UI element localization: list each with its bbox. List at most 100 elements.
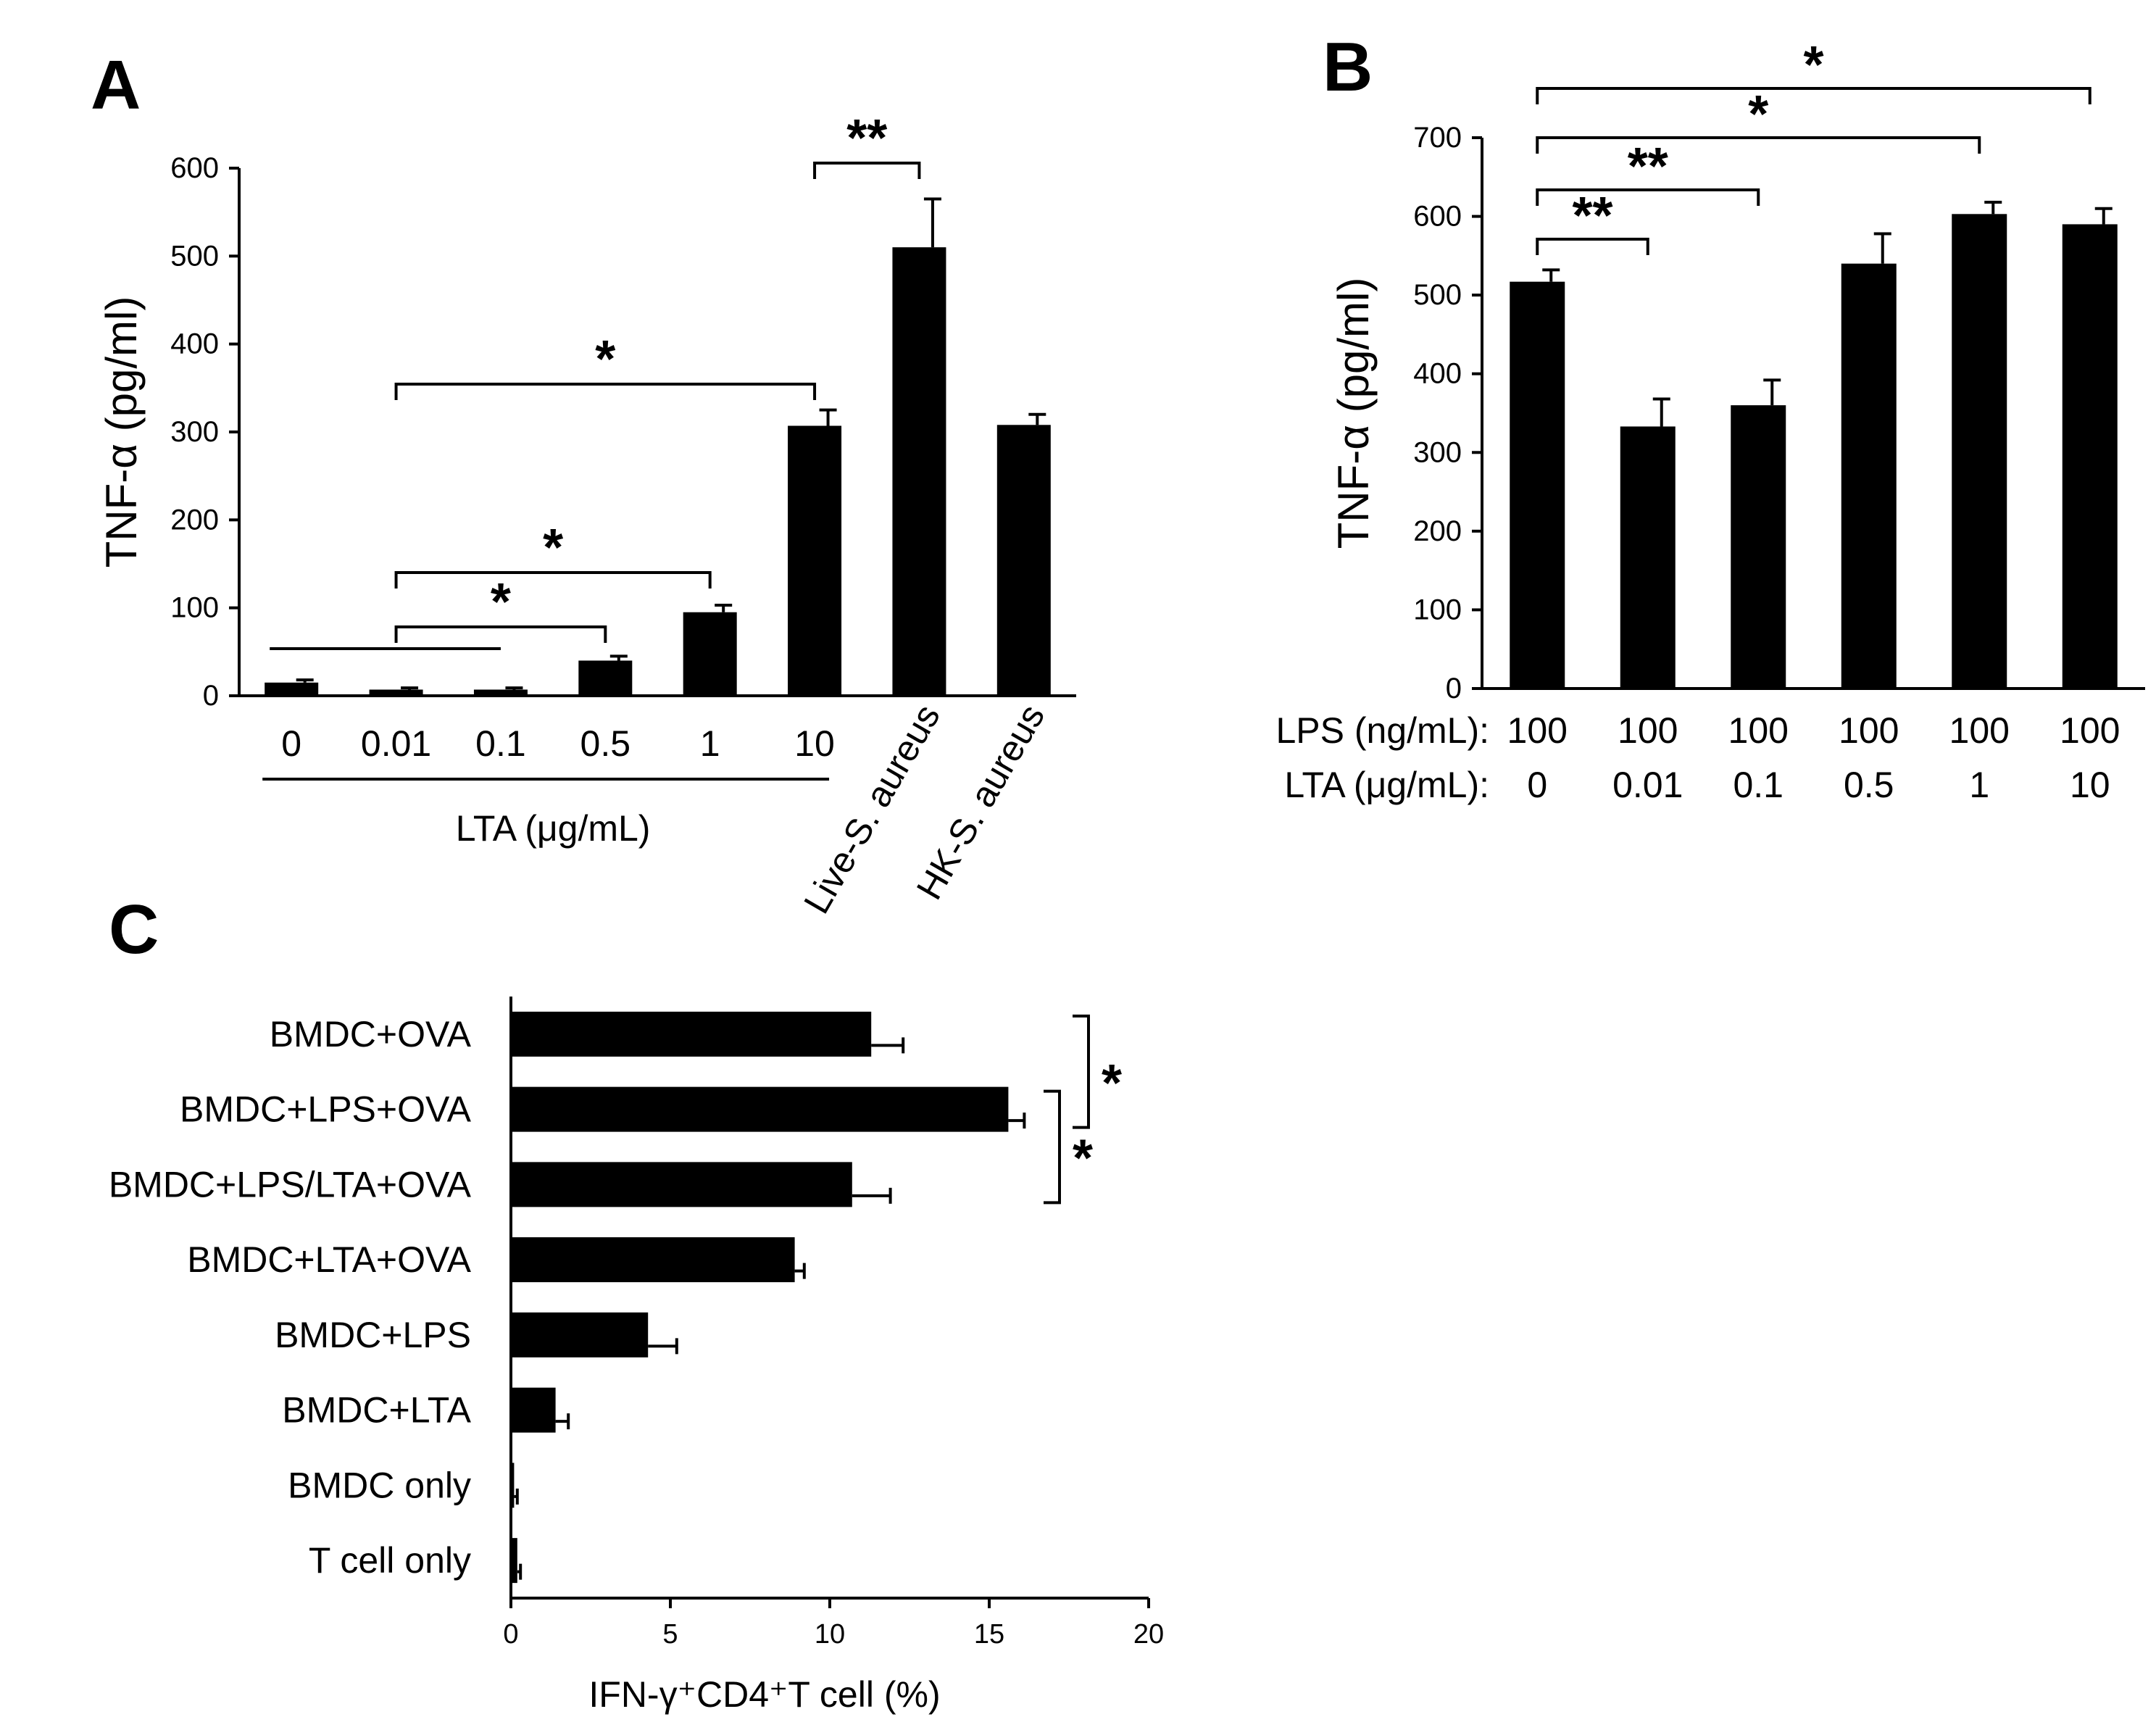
x-tick-label: 10 — [815, 1619, 845, 1650]
y-tick-label: 300 — [1413, 436, 1462, 468]
x-category-label: 0.5 — [580, 723, 631, 764]
significance-bracket — [394, 625, 607, 643]
x-category-label: 10 — [794, 723, 835, 764]
category-label: BMDC+LPS — [275, 1315, 471, 1355]
category-label: BMDC+LPS+OVA — [180, 1089, 472, 1130]
significance-label: ** — [846, 109, 887, 167]
lps-value: 100 — [2060, 710, 2120, 751]
lta-value: 0 — [1527, 765, 1547, 805]
y-tick-label: 300 — [170, 416, 219, 448]
panel-label-c: C — [109, 891, 159, 968]
bar — [1510, 281, 1565, 689]
bar — [265, 682, 319, 696]
category-label: BMDC+LTA+OVA — [187, 1239, 471, 1280]
lta-row-label: LTA (μg/mL): — [1284, 765, 1489, 805]
lps-row-label: LPS (ng/mL): — [1275, 710, 1489, 751]
lps-value: 100 — [1839, 710, 1899, 751]
significance-bracket — [813, 162, 921, 179]
significance-bracket — [1044, 1089, 1061, 1205]
bar — [511, 1086, 1009, 1132]
bar — [511, 1312, 649, 1357]
panel-label-b: B — [1323, 28, 1373, 106]
bar — [1620, 426, 1676, 689]
significance-bracket — [394, 571, 712, 589]
bar — [511, 1387, 556, 1433]
bar — [683, 612, 737, 696]
category-label: BMDC+LTA — [282, 1390, 471, 1431]
x-tick-label: 15 — [974, 1619, 1004, 1650]
bar — [578, 660, 633, 696]
lta-group-label: LTA (μg/mL) — [456, 808, 651, 849]
bar — [369, 689, 423, 696]
x-tick-label: 20 — [1133, 1619, 1164, 1650]
significance-label: * — [1803, 36, 1823, 94]
significance-label: * — [1073, 1130, 1093, 1188]
bar — [1841, 263, 1897, 689]
x-category-label: 1 — [700, 723, 720, 764]
category-label: BMDC only — [288, 1465, 471, 1505]
significance-label: * — [1102, 1055, 1122, 1113]
x-tick-label: 0 — [503, 1619, 518, 1650]
significance-bracket — [1536, 238, 1649, 255]
lta-value: 10 — [2070, 765, 2110, 805]
y-tick-label: 200 — [170, 504, 219, 536]
x-category-label: 0 — [281, 723, 301, 764]
bar — [1952, 214, 2007, 689]
y-tick-label: 100 — [170, 592, 219, 624]
x-axis-title: IFN-γ⁺CD4⁺T cell (%) — [588, 1674, 940, 1715]
y-tick-label: 500 — [1413, 279, 1462, 311]
significance-bracket — [394, 383, 817, 400]
y-tick-label: 400 — [170, 328, 219, 360]
significance-label: * — [595, 330, 615, 388]
y-tick-label: 200 — [1413, 515, 1462, 547]
lta-value: 0.1 — [1733, 765, 1784, 805]
bar — [788, 425, 842, 696]
bar — [996, 425, 1051, 696]
y-tick-label: 700 — [1413, 122, 1462, 154]
bar — [473, 689, 528, 696]
significance-bracket — [1536, 188, 1760, 206]
x-category-label: 0.01 — [361, 723, 431, 764]
y-tick-label: 0 — [203, 680, 219, 712]
lta-value: 0.5 — [1844, 765, 1894, 805]
significance-bracket — [1536, 136, 1981, 154]
bar — [511, 1538, 517, 1584]
category-label: BMDC+LPS/LTA+OVA — [109, 1164, 472, 1205]
bar — [511, 1463, 515, 1508]
x-category-label: 0.1 — [475, 723, 526, 764]
bar — [511, 1237, 795, 1283]
y-axis-title: TNF-α (pg/ml) — [97, 296, 146, 568]
panel-c: C 0 5 10 15 20 IFN-γ⁺CD4⁺T cell (%) BMDC+OVA BM… — [109, 891, 1164, 1715]
significance-label: * — [543, 519, 563, 577]
bar — [511, 1011, 872, 1057]
panel-label-a: A — [91, 46, 141, 124]
bar — [2062, 224, 2118, 689]
lps-value: 100 — [1618, 710, 1678, 751]
significance-bracket — [1536, 87, 2092, 104]
significance-label: ** — [1572, 187, 1612, 245]
lps-value: 100 — [1507, 710, 1568, 751]
y-tick-label: 500 — [170, 240, 219, 272]
significance-label: * — [1748, 86, 1768, 144]
bar — [1731, 405, 1786, 689]
bar — [511, 1162, 852, 1207]
lta-value: 1 — [1969, 765, 1989, 805]
panel-a: A 0 100 200 300 400 500 600 TNF-α (pg/ml) 0 0.01 0… — [91, 46, 1076, 920]
category-label: BMDC+OVA — [270, 1014, 472, 1055]
lps-value: 100 — [1949, 710, 2010, 751]
y-tick-label: 600 — [170, 152, 219, 184]
significance-bracket — [1073, 1014, 1090, 1129]
x-tick-label: 5 — [662, 1619, 678, 1650]
lta-value: 0.01 — [1612, 765, 1683, 805]
y-tick-label: 600 — [1413, 201, 1462, 233]
y-axis-title: TNF-α (pg/ml) — [1329, 278, 1378, 549]
significance-label: ** — [1628, 138, 1668, 196]
y-tick-label: 400 — [1413, 358, 1462, 390]
bar — [892, 247, 946, 696]
y-tick-label: 100 — [1413, 594, 1462, 625]
significance-label: * — [491, 573, 511, 631]
y-tick-label: 0 — [1446, 673, 1462, 704]
category-label: T cell only — [309, 1540, 471, 1581]
